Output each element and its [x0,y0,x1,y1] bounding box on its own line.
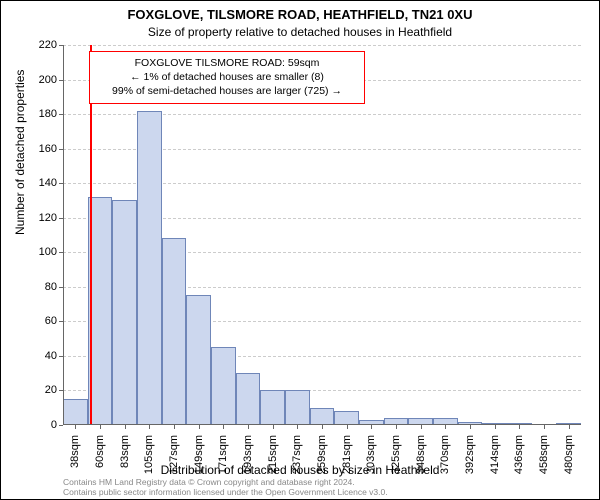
x-tick-mark [495,425,496,429]
legend-line-2: ← 1% of detached houses are smaller (8) [98,70,356,84]
y-tick-label: 40 [45,350,57,362]
legend-box: FOXGLOVE TILSMORE ROAD: 59sqm ← 1% of de… [89,51,365,104]
y-tick-label: 140 [39,177,57,189]
y-tick-label: 220 [39,39,57,51]
plot-area: FOXGLOVE TILSMORE ROAD: 59sqm ← 1% of de… [63,45,581,425]
x-tick-mark [125,425,126,429]
legend-line-1: FOXGLOVE TILSMORE ROAD: 59sqm [98,56,356,70]
x-axis-label: Distribution of detached houses by size … [1,463,599,477]
bar [285,390,310,425]
y-axis-label: Number of detached properties [13,70,27,235]
bar [236,373,261,425]
x-tick-mark [544,425,545,429]
x-tick-mark [470,425,471,429]
bar [211,347,236,425]
chart-container: FOXGLOVE, TILSMORE ROAD, HEATHFIELD, TN2… [0,0,600,500]
x-tick-mark [347,425,348,429]
bar [334,411,359,425]
y-tick-label: 60 [45,315,57,327]
x-tick-mark [297,425,298,429]
bar [260,390,285,425]
x-tick-mark [75,425,76,429]
y-tick-label: 120 [39,212,57,224]
y-tick-mark [59,321,63,322]
x-tick-mark [174,425,175,429]
bar [162,238,187,425]
footer-line-1: Contains HM Land Registry data © Crown c… [63,477,388,487]
x-tick-mark [149,425,150,429]
x-tick-mark [100,425,101,429]
chart-title-line1: FOXGLOVE, TILSMORE ROAD, HEATHFIELD, TN2… [1,7,599,22]
y-tick-label: 80 [45,281,57,293]
x-tick-mark [371,425,372,429]
y-tick-label: 20 [45,384,57,396]
x-tick-mark [199,425,200,429]
y-tick-label: 160 [39,143,57,155]
x-tick-mark [519,425,520,429]
legend-line-3: 99% of semi-detached houses are larger (… [98,84,356,98]
y-tick-mark [59,149,63,150]
x-tick-mark [421,425,422,429]
y-tick-label: 100 [39,246,57,258]
y-tick-mark [59,390,63,391]
x-tick-mark [223,425,224,429]
bar [63,399,88,425]
x-tick-mark [273,425,274,429]
x-tick-mark [248,425,249,429]
footer: Contains HM Land Registry data © Crown c… [63,477,388,497]
bar [310,408,335,425]
y-tick-label: 200 [39,74,57,86]
bar [186,295,211,425]
chart-title-line2: Size of property relative to detached ho… [1,25,599,39]
x-tick-mark [569,425,570,429]
x-tick-mark [396,425,397,429]
y-tick-mark [59,356,63,357]
bar [137,111,162,425]
y-axis-line [63,45,64,425]
y-tick-label: 0 [51,419,57,431]
y-tick-mark [59,425,63,426]
y-tick-label: 180 [39,108,57,120]
bar [112,200,137,425]
y-tick-mark [59,218,63,219]
footer-line-2: Contains public sector information licen… [63,487,388,497]
y-tick-mark [59,287,63,288]
y-tick-mark [59,45,63,46]
y-tick-mark [59,80,63,81]
x-tick-mark [322,425,323,429]
y-tick-mark [59,252,63,253]
y-tick-mark [59,183,63,184]
x-tick-mark [445,425,446,429]
y-tick-mark [59,114,63,115]
